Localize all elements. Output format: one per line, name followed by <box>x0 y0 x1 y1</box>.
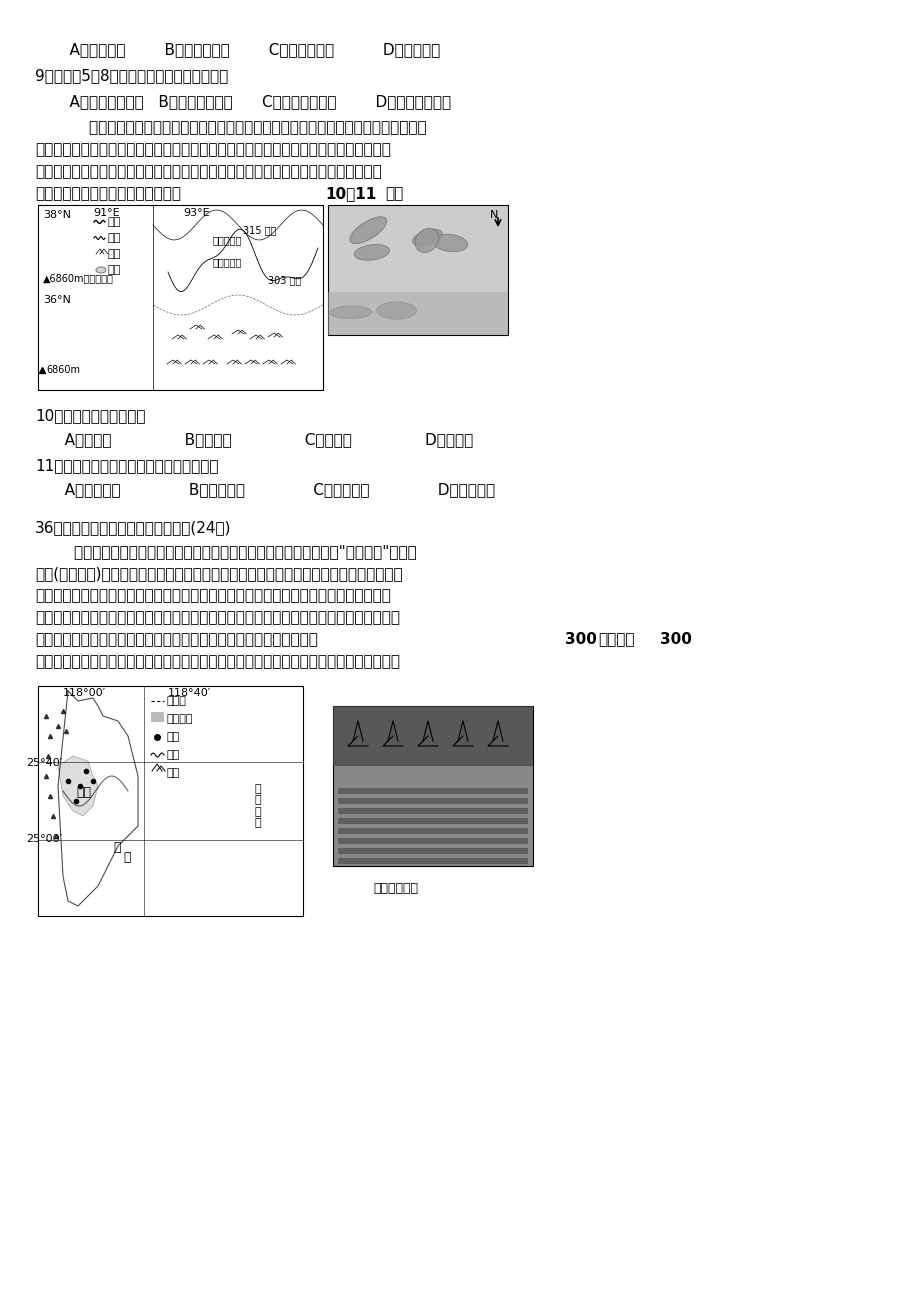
Bar <box>337 858 528 865</box>
Text: 118°40′: 118°40′ <box>168 687 211 698</box>
Bar <box>337 828 528 835</box>
Ellipse shape <box>96 267 106 273</box>
Ellipse shape <box>349 216 386 243</box>
Bar <box>337 798 528 805</box>
Text: 公路: 公路 <box>108 217 121 227</box>
Bar <box>337 838 528 844</box>
Text: 11．该地水上雅丹地貌景观的出现，反映了: 11．该地水上雅丹地貌景观的出现，反映了 <box>35 458 219 473</box>
Text: 10．图中常年盛行风向为: 10．图中常年盛行风向为 <box>35 408 145 423</box>
Text: 6860m: 6860m <box>46 365 80 375</box>
Bar <box>333 706 532 866</box>
Text: 养生功能的香制品畅销日本和东南亚市场。目前，全县共有制香企业近: 养生功能的香制品畅销日本和东南亚市场。目前，全县共有制香企业近 <box>35 631 318 647</box>
Text: 东台吉乃尔: 东台吉乃尔 <box>213 256 242 267</box>
Text: 9．船型屋5～8年就要翻新一次，主要是因为: 9．船型屋5～8年就要翻新一次，主要是因为 <box>35 68 228 83</box>
Text: 315 国道: 315 国道 <box>243 225 276 234</box>
Text: 年来湖泊面积变化，形成了蔚为壮观的水上雅丹地貌景观。下图为东台吉乃尔湖位置示: 年来湖泊面积变化，形成了蔚为壮观的水上雅丹地貌景观。下图为东台吉乃尔湖位置示 <box>35 164 381 178</box>
Bar <box>333 706 532 766</box>
Ellipse shape <box>354 245 389 260</box>
Text: 山脉: 山脉 <box>108 249 121 259</box>
Text: 永春: 永春 <box>76 786 91 799</box>
Text: 300: 300 <box>564 631 596 647</box>
Bar <box>151 712 164 723</box>
Text: 38°N: 38°N <box>43 210 71 220</box>
Text: 州: 州 <box>123 852 130 865</box>
Bar <box>337 818 528 824</box>
Bar <box>328 204 507 335</box>
Text: 多种，一批与箍香研发、生产相关的企业不断在永春集聚。下图示意永春位置及晒香场景。: 多种，一批与箍香研发、生产相关的企业不断在永春集聚。下图示意永春位置及晒香场景。 <box>35 654 400 669</box>
Text: 题。: 题。 <box>384 186 403 201</box>
Text: 雅丹地貌泛指干旱地区的河湖相土状沉积物所形成的地面，常在定向风沿裂隙不断吹: 雅丹地貌泛指干旱地区的河湖相土状沉积物所形成的地面，常在定向风沿裂隙不断吹 <box>50 120 426 135</box>
Text: 河流: 河流 <box>167 750 180 760</box>
Bar <box>328 292 507 335</box>
Bar <box>337 809 528 814</box>
Text: 福建省永春县是闽南著名侨乡，境内多山，因其制香历史悠久，有"中国香都"之称。: 福建省永春县是闽南著名侨乡，境内多山，因其制香历史悠久，有"中国香都"之称。 <box>35 544 416 559</box>
Ellipse shape <box>413 229 442 246</box>
Ellipse shape <box>377 302 416 319</box>
Text: N: N <box>490 210 498 220</box>
Text: 303 省道: 303 省道 <box>267 275 301 285</box>
Text: 意与水上雅丹地貌景观图，据此完成: 意与水上雅丹地貌景观图，据此完成 <box>35 186 181 201</box>
Text: 河流: 河流 <box>108 233 121 243</box>
Bar <box>337 788 528 794</box>
Text: 300: 300 <box>659 631 691 647</box>
Text: A．西南风               B．西北风               C．东南风               D．东北风: A．西南风 B．西北风 C．东南风 D．东北风 <box>50 432 472 447</box>
Text: 36．阅读图文资料，完成下列要求。(24分): 36．阅读图文资料，完成下列要求。(24分) <box>35 519 232 535</box>
Text: 西台吉乃尔: 西台吉乃尔 <box>213 234 242 245</box>
Text: 118°00′: 118°00′ <box>62 687 106 698</box>
Text: 永春晒香场景: 永春晒香场景 <box>372 881 417 894</box>
Text: 山地: 山地 <box>167 768 180 779</box>
Bar <box>38 204 323 391</box>
Text: 蚀下，形成的相间排列土墩和沟槽地貌组合。位于青海省海西州的东台吉乃尔湖，因为近: 蚀下，形成的相间排列土墩和沟槽地貌组合。位于青海省海西州的东台吉乃尔湖，因为近 <box>35 142 391 158</box>
Text: 用电烘房、电气化制香设备制香，推出了更多适应市场需求的高端香制品，一些有着驱蚊、: 用电烘房、电气化制香设备制香，推出了更多适应市场需求的高端香制品，一些有着驱蚊、 <box>35 611 400 625</box>
Text: 93°E: 93°E <box>183 208 210 217</box>
Ellipse shape <box>330 306 371 319</box>
Text: 地区界: 地区界 <box>167 697 187 706</box>
Text: 10～11: 10～11 <box>324 186 376 201</box>
Polygon shape <box>58 756 98 816</box>
Bar <box>38 686 302 917</box>
Ellipse shape <box>432 234 467 251</box>
Ellipse shape <box>414 228 438 253</box>
Text: 25°40′: 25°40′ <box>26 758 62 768</box>
Text: 家，产品: 家，产品 <box>597 631 634 647</box>
Text: 观精美、香型优异、清新抑菌、医疗功效、点燃性好、保存期佳等特点。近年来，该县利: 观精美、香型优异、清新抑菌、医疗功效、点燃性好、保存期佳等特点。近年来，该县利 <box>35 589 391 603</box>
Text: 箍香(又名神香)以几百种中药材和永春优质毛麻竹做原料，采用传统工艺手工制作，具有外: 箍香(又名神香)以几百种中药材和永春优质毛麻竹做原料，采用传统工艺手工制作，具有… <box>35 566 403 581</box>
Text: ▲6860m山峰及海拔: ▲6860m山峰及海拔 <box>43 273 114 283</box>
Text: 湖泊: 湖泊 <box>108 266 121 275</box>
Text: 25°00′: 25°00′ <box>26 835 62 844</box>
Bar <box>337 848 528 854</box>
Text: 36°N: 36°N <box>43 296 71 305</box>
Text: 泉: 泉 <box>113 841 120 854</box>
Text: A．傣族竹楼        B．牧区蒙古包        C．苗族高脚楼          D．羌族碉楼: A．傣族竹楼 B．牧区蒙古包 C．苗族高脚楼 D．羌族碉楼 <box>50 42 440 57</box>
Text: A．茅草容易腐烂   B．地震破坏墙体      C．大风吹翻屋顶        D．暴雨冲毁泥墙: A．茅草容易腐烂 B．地震破坏墙体 C．大风吹翻屋顶 D．暴雨冲毁泥墙 <box>50 94 450 109</box>
Text: A．地壳下陷              B．降水增加              C．气温升高              D．植被增多: A．地壳下陷 B．降水增加 C．气温升高 D．植被增多 <box>50 482 494 497</box>
Text: 城市: 城市 <box>167 732 180 742</box>
Text: 台
湾
海
峡: 台 湾 海 峡 <box>255 784 261 828</box>
Text: 区县范围: 区县范围 <box>167 713 193 724</box>
Text: 91°E: 91°E <box>93 208 119 217</box>
